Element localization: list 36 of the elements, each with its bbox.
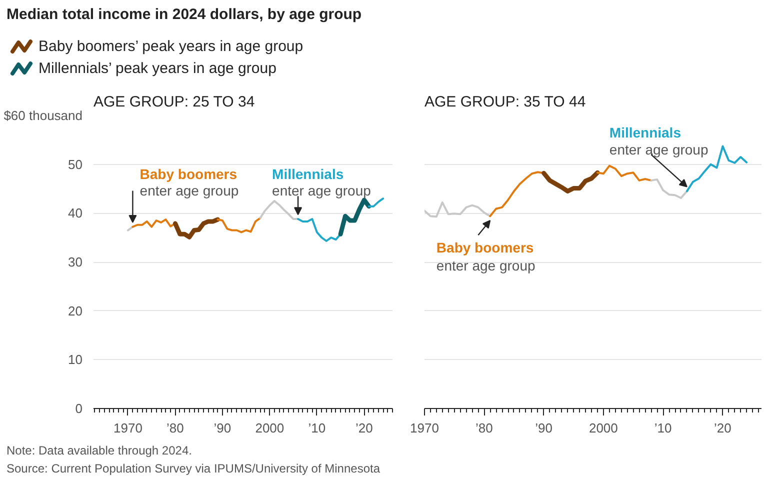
- line-series: [172, 217, 220, 240]
- annotation: Millennials enter age group: [272, 166, 372, 199]
- x-tick-label: 1970: [410, 420, 439, 436]
- y-tick-label: 10: [68, 352, 83, 368]
- legend-label: Baby boomers’ peak years in age group: [38, 38, 304, 55]
- line-series: [216, 217, 262, 234]
- line-series: [259, 200, 300, 220]
- x-tick-label: 2000: [255, 420, 284, 436]
- annotation: Baby boomers enter age group: [140, 166, 239, 199]
- x-tick-label: ’80: [166, 420, 184, 436]
- x-tick-label: ’10: [654, 420, 672, 436]
- x-tick-label: ’10: [308, 420, 326, 436]
- line-series: [297, 218, 342, 242]
- x-tick-label: 1970: [114, 420, 142, 436]
- x-tick-label: ’90: [535, 420, 552, 436]
- annotation: Millennials enter age group: [609, 124, 708, 158]
- x-tick-label: ’80: [475, 420, 493, 436]
- source-note: Source: Current Population Survey via IPUMS/University of Minnesota: [6, 462, 380, 476]
- x-tick-label: ’90: [214, 420, 232, 436]
- x-tick-label: ’20: [355, 420, 373, 436]
- y-tick-label: 40: [68, 206, 83, 221]
- line-series: [132, 218, 176, 228]
- legend-label: Millennials’ peak years in age group: [38, 60, 276, 77]
- x-tick-label: ’20: [714, 420, 732, 436]
- y-tick-label: 20: [68, 303, 83, 318]
- x-tick-label: 2000: [588, 420, 618, 436]
- y-tick-label: 50: [68, 156, 83, 172]
- y-tick-label: 0: [75, 401, 83, 416]
- text: Note: Data available through 2024.: [6, 444, 192, 458]
- annotation: Baby boomers enter age group: [436, 239, 536, 274]
- chart-subtitle: AGE GROUP: 25 TO 34: [94, 94, 255, 110]
- chart-title: AGE GROUP: 35 TO 44: [424, 94, 586, 110]
- y-tick-label: 30: [68, 254, 83, 270]
- y-tick-label: $60 thousand: [4, 108, 83, 123]
- line-series: [338, 198, 372, 236]
- chart-title: Median total income in 2024 dollars, by age group: [6, 6, 362, 23]
